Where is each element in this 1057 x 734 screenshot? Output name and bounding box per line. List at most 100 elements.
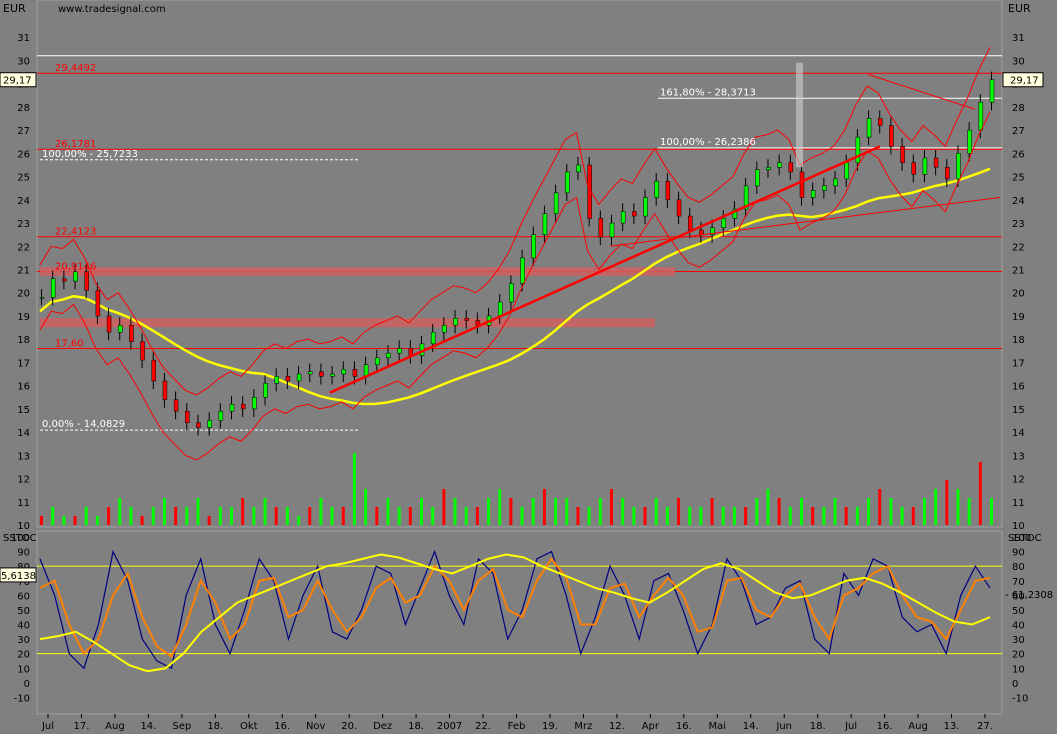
candle-body xyxy=(542,213,548,235)
y-tick-left: 31 xyxy=(17,33,30,44)
candle-body xyxy=(665,180,671,201)
stoch-tick-right: 40 xyxy=(1012,621,1025,632)
x-tick-label: Mai xyxy=(709,721,727,732)
volume-bar xyxy=(185,507,189,525)
stoch-tick-right: -10 xyxy=(1012,693,1028,704)
candle-body xyxy=(73,271,78,282)
candle-body xyxy=(699,229,704,235)
volume-bar xyxy=(565,498,569,525)
volume-bar xyxy=(140,516,144,525)
currency-label-right: EUR xyxy=(1008,2,1031,15)
volume-bar xyxy=(732,507,736,525)
volume-bar xyxy=(934,489,938,525)
candle-body xyxy=(196,422,201,428)
candle-body xyxy=(788,162,794,173)
x-tick-label: 22. xyxy=(475,721,491,732)
x-tick-label: 17. xyxy=(74,721,90,732)
y-tick-left: 18 xyxy=(17,335,30,346)
stoch-tick-left: 40 xyxy=(17,621,30,632)
stoch-tick-left: 50 xyxy=(17,606,30,617)
watermark: www.tradesignal.com xyxy=(58,4,166,15)
bollinger-lower xyxy=(39,112,991,461)
candle-body xyxy=(240,403,246,410)
candle-body xyxy=(307,371,313,375)
y-tick-left: 21 xyxy=(17,266,30,277)
volume-bar xyxy=(755,498,759,525)
price-label-right: 29,17 xyxy=(1010,76,1039,87)
candle-body xyxy=(576,164,581,173)
volume-bar xyxy=(162,498,166,525)
stoch-tick-left: 90 xyxy=(17,548,30,559)
y-tick-left: 12 xyxy=(17,475,30,486)
volume-bar xyxy=(889,498,893,525)
y-tick-left: 26 xyxy=(17,149,30,160)
candle-body xyxy=(173,399,179,412)
x-tick-label: 14. xyxy=(140,721,156,732)
volume-bar xyxy=(487,498,491,525)
candle-body xyxy=(330,373,335,377)
y-tick-left: 20 xyxy=(17,289,30,300)
volume-bar xyxy=(844,507,848,525)
candle-body xyxy=(531,234,537,259)
volume-bar xyxy=(285,507,289,525)
volume-bar xyxy=(241,498,245,525)
stoch-series xyxy=(39,553,991,673)
volume-bar xyxy=(386,498,390,525)
y-tick-right: 19 xyxy=(1012,312,1025,323)
volume-bar xyxy=(420,498,423,525)
candle-body xyxy=(39,297,45,299)
y-tick-left: 15 xyxy=(17,405,30,416)
candle-body xyxy=(509,283,514,303)
candle-body xyxy=(464,318,469,321)
zone-lower xyxy=(40,318,655,328)
candle-body xyxy=(565,171,570,194)
volume-bar xyxy=(911,507,915,525)
stoch-tick-left: 10 xyxy=(17,664,30,675)
stoch-title-left: SSTOC xyxy=(3,533,37,544)
y-tick-right: 28 xyxy=(1012,103,1025,114)
volume-bar xyxy=(341,507,345,525)
trendlines xyxy=(329,62,1001,394)
y-tick-right: 31 xyxy=(1012,33,1025,44)
volume-bar xyxy=(699,507,703,525)
volume-bar xyxy=(922,498,926,525)
stoch-tick-left: 0 xyxy=(24,679,30,690)
x-tick-label: 18. xyxy=(207,721,223,732)
stoch-title-right: SSTOC xyxy=(1008,533,1042,544)
x-tick-label: Apr xyxy=(642,721,660,732)
candle-body xyxy=(822,185,827,191)
volume-bar xyxy=(330,507,334,525)
x-tick-label: Nov xyxy=(306,721,326,732)
x-tick-label: Jul xyxy=(41,721,54,732)
candle-body xyxy=(207,420,212,428)
candle-body xyxy=(877,118,883,126)
volume-bar xyxy=(230,507,233,525)
y-tick-right: 26 xyxy=(1012,149,1025,160)
candle-body xyxy=(687,215,693,231)
y-tick-right: 16 xyxy=(1012,382,1025,393)
volume-bar xyxy=(364,489,368,525)
volume-bar xyxy=(73,516,77,525)
candle-body xyxy=(933,157,939,168)
volume-bar xyxy=(990,498,993,525)
stoch-box-left xyxy=(0,567,37,583)
volume-bar xyxy=(431,507,435,525)
fib-label: 100,00% - 26,2386 xyxy=(660,137,756,148)
volume-bar xyxy=(967,498,971,525)
y-tick-right: 30 xyxy=(1012,56,1025,67)
y-tick-right: 15 xyxy=(1012,405,1025,416)
candle-body xyxy=(497,301,503,317)
y-tick-right: 27 xyxy=(1012,126,1025,137)
volume-bar xyxy=(710,498,714,525)
volume-bar xyxy=(95,516,99,525)
highlight-bar xyxy=(796,62,803,168)
y-tick-left: 24 xyxy=(17,196,30,207)
volume-bar xyxy=(274,507,278,525)
candle-body xyxy=(430,331,436,345)
candle-body xyxy=(900,146,905,163)
volume-bar xyxy=(352,453,356,525)
volume-bar xyxy=(531,498,535,525)
volume-bar xyxy=(408,507,412,525)
candle-body xyxy=(229,403,235,412)
volume-bar xyxy=(978,462,982,525)
